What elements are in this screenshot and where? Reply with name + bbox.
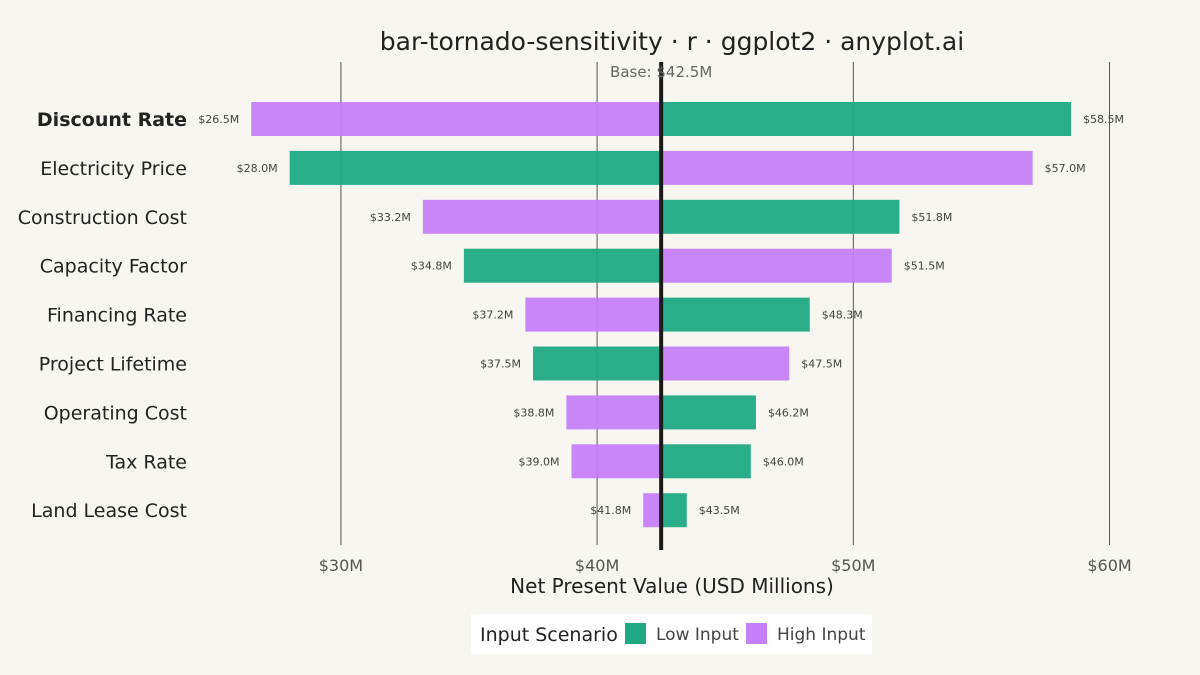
value-label-right: $51.8M [911,211,952,224]
category-label: Discount Rate [37,109,187,131]
base-value-label: Base: $42.5M [610,63,712,81]
legend-title: Input Scenario [480,624,618,646]
legend-swatch-low [625,623,646,644]
bar-right [661,102,1072,136]
value-label-right: $43.5M [699,504,740,517]
category-label: Financing Rate [47,305,187,327]
legend-background [471,614,872,654]
x-tick-label: $60M [1087,556,1131,575]
value-label-right: $58.5M [1083,113,1124,126]
category-label: Land Lease Cost [31,500,187,522]
category-label: Project Lifetime [39,354,187,376]
value-label-left: $41.8M [590,504,631,517]
x-tick-label: $40M [575,556,619,575]
value-label-left: $39.0M [519,455,560,468]
x-tick-label: $30M [319,556,363,575]
bar-left [566,395,662,430]
bar-right [661,150,1033,185]
bar-right [661,395,756,430]
category-label: Construction Cost [18,207,187,229]
bar-left [289,150,662,185]
category-labels: Discount Rate Electricity Price Constructi… [18,109,187,522]
value-label-left: $26.5M [198,113,239,126]
x-tick-label: $50M [831,556,875,575]
value-label-left: $38.8M [513,406,554,419]
bars-group: $26.5M $58.5M $28.0M $57.0M $33.2M $51.8M $34.… [198,102,1124,528]
bar-left [533,346,662,381]
chart-title: bar-tornado-sensitivity · r · ggplot2 · … [380,27,964,56]
bar-right [661,248,892,283]
bar-right [661,297,810,332]
value-label-right: $46.2M [768,406,809,419]
bar-left [643,493,662,528]
x-axis-title: Net Present Value (USD Millions) [510,574,834,598]
bar-left [571,444,662,479]
bar-right [661,199,900,234]
bar-left [422,199,662,234]
value-label-left: $28.0M [237,162,278,175]
legend-swatch-high [746,623,767,644]
value-label-right: $47.5M [801,358,842,371]
category-label: Capacity Factor [40,256,187,278]
legend-label-high: High Input [777,625,866,645]
bar-left [525,297,662,332]
bar-right [661,346,790,381]
value-label-left: $37.2M [472,309,513,322]
value-label-right: $51.5M [904,260,945,273]
x-axis-ticks: $30M $40M $50M $60M [319,556,1132,575]
legend-label-low: Low Input [656,625,739,645]
category-label: Operating Cost [44,402,187,424]
value-label-right: $46.0M [763,455,804,468]
category-label: Electricity Price [40,158,187,180]
bar-right [661,444,751,479]
legend: Input Scenario Low Input High Input [471,614,872,654]
value-label-left: $34.8M [411,260,452,273]
value-label-left: $33.2M [370,211,411,224]
value-label-left: $37.5M [480,358,521,371]
bar-left [463,248,662,283]
value-label-right: $57.0M [1045,162,1086,175]
bar-left [251,102,662,136]
value-label-right: $48.3M [822,309,863,322]
category-label: Tax Rate [105,451,187,473]
bar-right [661,493,687,528]
